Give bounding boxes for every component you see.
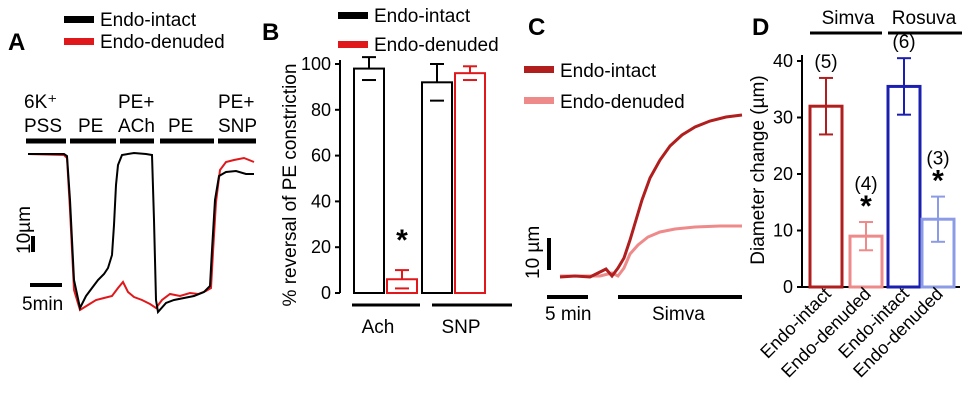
chart-b: 0 20 40 60 80 100% reversal of PE constrictio… <box>280 6 512 338</box>
chart-b-y-tick-label: 80 <box>311 100 331 120</box>
protocol-label-snp: SNP <box>218 116 257 137</box>
panel-c-label: C <box>528 14 545 41</box>
chart-b-group-label-ach: Ach <box>362 317 395 338</box>
chart-d-y-tick-label: 10 <box>773 221 793 241</box>
chart-d-n-label: (6) <box>892 32 915 53</box>
treatment-label-simva: Simva <box>652 304 705 325</box>
chart-d-n-label: (4) <box>854 174 877 195</box>
trace-c-endo-intact <box>559 113 743 279</box>
trace-c-endo-denuded <box>560 224 742 278</box>
legend-swatch-c-endo-denuded <box>524 97 554 104</box>
scalebar-c-x-label: 5 min <box>545 304 591 325</box>
chart-b-bar-endo-denuded-snp <box>454 72 486 294</box>
chart-b-legend-label-endo-intact: Endo-intact <box>374 6 471 27</box>
panel-a-legend: Endo-intact Endo-denuded <box>64 10 225 53</box>
protocol-label-ach: ACh <box>118 116 155 137</box>
chart-b-legend-swatch-endo-intact <box>338 12 368 19</box>
panel-c: C Endo-intact Endo-denuded 10 µm 5 min S… <box>523 14 743 325</box>
protocol-labels: 6K⁺ PSS PE PE+ ACh PE PE+ SNP <box>24 92 257 137</box>
panel-b-label: B <box>262 19 279 46</box>
chart-b-y-tick-label: 100 <box>301 54 331 74</box>
chart-b-bar-endo-intact-snp <box>421 81 453 294</box>
panel-a-scalebar: 10µm 5min <box>14 206 63 315</box>
chart-d-n-label: (5) <box>814 52 837 73</box>
chart-b-y-tick-label: 0 <box>321 283 331 303</box>
chart-b-group-label-snp: SNP <box>441 317 480 338</box>
chart-b-y-axis-title: % reversal of PE constriction <box>280 64 301 307</box>
legend-label-c-endo-intact: Endo-intact <box>560 61 657 82</box>
panel-a-label: A <box>8 29 25 56</box>
chart-d-group-label-simva: Simva <box>822 8 875 29</box>
panel-b: B 0 20 40 60 80 100% reversal of PE constrict… <box>262 6 512 338</box>
panel-c-legend: Endo-intact Endo-denuded <box>524 61 685 113</box>
chart-d-group-label-rosuva: Rosuva <box>892 8 957 29</box>
legend-label-endo-intact: Endo-intact <box>100 10 197 31</box>
chart-b-legend-swatch-endo-denuded <box>338 41 368 48</box>
panel-d-label: D <box>752 14 769 41</box>
scalebar-a-y-label: 10µm <box>14 206 35 254</box>
chart-b-y-tick-label: 20 <box>311 237 331 257</box>
legend-swatch-endo-denuded <box>64 38 94 45</box>
trace-endo-intact <box>28 151 254 315</box>
chart-b-bar-endo-denuded-ach <box>386 278 418 295</box>
chart-b-significance-star: * <box>396 224 408 257</box>
chart-d-y-tick-label: 20 <box>773 164 793 184</box>
protocol-label-pe-1: PE <box>78 116 103 137</box>
chart-d-y-tick-label: 40 <box>773 51 793 71</box>
chart-d-y-tick-label: 30 <box>773 108 793 128</box>
chart-b-y-tick-label: 60 <box>311 146 331 166</box>
chart-d-n-label: (3) <box>926 149 949 170</box>
chart-d-y-axis-title: Diameter change (µm) <box>748 75 769 264</box>
legend-label-endo-denuded: Endo-denuded <box>100 32 225 53</box>
legend-swatch-endo-intact <box>64 16 94 23</box>
chart-d-y-tick-label: 0 <box>783 277 793 297</box>
protocol-label-pe-2: PE <box>168 116 193 137</box>
legend-label-c-endo-denuded: Endo-denuded <box>560 92 685 113</box>
chart-b-bar-endo-intact-ach <box>353 67 385 294</box>
protocol-label-pe-ach-line1: PE+ <box>118 92 154 113</box>
panel-a: A Endo-intact Endo-denuded 6K⁺ PSS PE PE… <box>8 10 257 315</box>
scalebar-c-y-label: 10 µm <box>523 226 544 279</box>
scalebar-a-x-label: 5min <box>22 294 63 315</box>
chart-d-significance-star: * <box>860 190 872 223</box>
protocol-label-6k-line1: 6K⁺ <box>24 92 57 113</box>
legend-swatch-c-endo-intact <box>524 66 554 73</box>
protocol-label-pe-snp-line1: PE+ <box>218 92 254 113</box>
chart-b-y-tick-label: 40 <box>311 191 331 211</box>
protocol-label-pss: PSS <box>24 116 62 137</box>
chart-d-bar-endo-intact-rosuva <box>886 84 922 289</box>
chart-b-legend-label-endo-denuded: Endo-denuded <box>374 35 499 56</box>
panel-c-scalebar: 10 µm 5 min Simva <box>523 226 742 325</box>
chart-d-significance-star: * <box>932 165 944 198</box>
